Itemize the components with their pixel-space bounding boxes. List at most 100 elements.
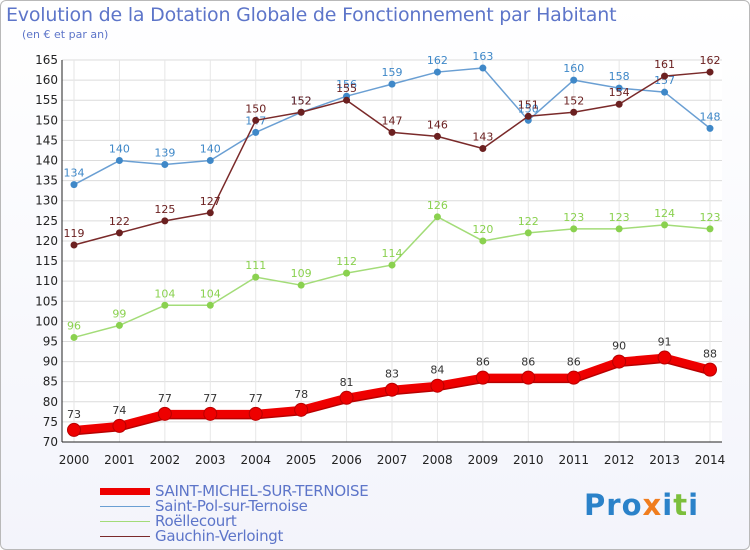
data-label: 152 xyxy=(291,94,312,107)
data-point xyxy=(388,128,396,136)
data-label: 127 xyxy=(200,195,221,208)
y-tick-label: 130 xyxy=(35,194,58,208)
legend-swatch xyxy=(100,506,150,507)
data-label: 162 xyxy=(700,54,721,67)
data-label: 90 xyxy=(612,340,626,353)
data-label: 99 xyxy=(112,307,126,320)
data-point xyxy=(161,161,169,169)
data-point xyxy=(385,382,399,397)
data-point xyxy=(339,390,354,405)
data-point xyxy=(343,96,351,104)
x-tick-label: 2004 xyxy=(240,453,271,467)
data-label: 159 xyxy=(382,66,403,79)
data-point xyxy=(70,333,78,341)
data-label: 148 xyxy=(700,110,721,123)
logo-letter: P xyxy=(584,488,607,522)
data-point xyxy=(115,229,123,237)
data-point xyxy=(615,100,623,108)
data-point xyxy=(161,301,169,309)
x-tick-label: 2012 xyxy=(604,453,635,467)
x-tick-label: 2010 xyxy=(513,453,544,467)
data-label: 140 xyxy=(200,143,221,156)
data-label: 123 xyxy=(563,211,584,224)
y-tick-label: 105 xyxy=(35,294,58,308)
data-label: 119 xyxy=(64,227,85,240)
x-tick-label: 2013 xyxy=(649,453,680,467)
logo-letter: i xyxy=(688,488,700,522)
y-tick-label: 85 xyxy=(43,375,58,389)
y-tick-label: 145 xyxy=(35,133,58,147)
x-tick-label: 2001 xyxy=(104,453,135,467)
data-label: 114 xyxy=(382,247,403,260)
legend-label: Saint-Pol-sur-Ternoise xyxy=(155,497,308,515)
data-point xyxy=(248,406,263,421)
data-label: 78 xyxy=(294,388,308,401)
data-point xyxy=(252,273,260,281)
y-tick-label: 135 xyxy=(35,174,58,188)
data-point xyxy=(479,237,487,245)
data-point xyxy=(612,354,627,369)
data-label: 86 xyxy=(567,356,581,369)
data-point xyxy=(294,402,309,417)
data-point xyxy=(70,181,78,189)
data-point xyxy=(112,418,127,433)
x-tick-label: 2003 xyxy=(195,453,226,467)
data-label: 152 xyxy=(291,94,312,107)
y-tick-label: 125 xyxy=(35,214,58,228)
data-point xyxy=(706,124,714,132)
data-point xyxy=(570,76,578,84)
data-label: 123 xyxy=(609,211,630,224)
data-point xyxy=(70,241,78,249)
legend-swatch xyxy=(100,488,150,495)
y-tick-label: 160 xyxy=(35,73,58,87)
data-label: 83 xyxy=(385,368,399,381)
data-point xyxy=(252,128,260,136)
logo-letter: x xyxy=(642,488,663,522)
data-label: 112 xyxy=(336,255,357,268)
data-label: 104 xyxy=(154,287,175,300)
data-point xyxy=(343,269,351,277)
data-label: 96 xyxy=(67,319,81,332)
legend-swatch xyxy=(100,536,150,537)
data-point xyxy=(521,370,536,385)
y-tick-label: 100 xyxy=(35,314,58,328)
y-tick-label: 120 xyxy=(35,234,58,248)
data-point xyxy=(433,68,441,76)
data-label: 122 xyxy=(518,215,539,228)
legend-label: SAINT-MICHEL-SUR-TERNOISE xyxy=(155,482,369,500)
data-point xyxy=(67,422,81,437)
data-label: 84 xyxy=(430,364,444,377)
x-tick-label: 2008 xyxy=(422,453,453,467)
x-tick-label: 2011 xyxy=(558,453,589,467)
x-tick-label: 2009 xyxy=(468,453,499,467)
data-point xyxy=(566,370,581,385)
data-label: 158 xyxy=(609,70,630,83)
data-label: 126 xyxy=(427,199,448,212)
data-label: 140 xyxy=(109,143,130,156)
data-point xyxy=(115,321,123,329)
data-point xyxy=(661,221,669,229)
data-point xyxy=(479,144,487,152)
data-point xyxy=(706,225,714,233)
data-label: 86 xyxy=(476,356,490,369)
x-tick-label: 2005 xyxy=(286,453,317,467)
data-point xyxy=(661,72,669,80)
data-label: 134 xyxy=(64,167,85,180)
data-point xyxy=(703,362,717,377)
x-tick-label: 2002 xyxy=(150,453,181,467)
data-point xyxy=(615,225,623,233)
data-point xyxy=(252,116,260,124)
data-point xyxy=(297,281,305,289)
data-label: 125 xyxy=(154,203,175,216)
data-label: 163 xyxy=(472,50,493,63)
data-label: 77 xyxy=(203,392,217,405)
data-point xyxy=(115,157,123,165)
y-tick-label: 165 xyxy=(35,53,58,67)
x-tick-label: 2007 xyxy=(377,453,408,467)
proxiti-logo: Proxiti xyxy=(584,488,699,522)
data-label: 73 xyxy=(67,408,81,421)
data-label: 123 xyxy=(700,211,721,224)
data-point xyxy=(479,64,487,72)
legend-swatch xyxy=(100,521,150,522)
logo-letter: t xyxy=(673,488,689,522)
